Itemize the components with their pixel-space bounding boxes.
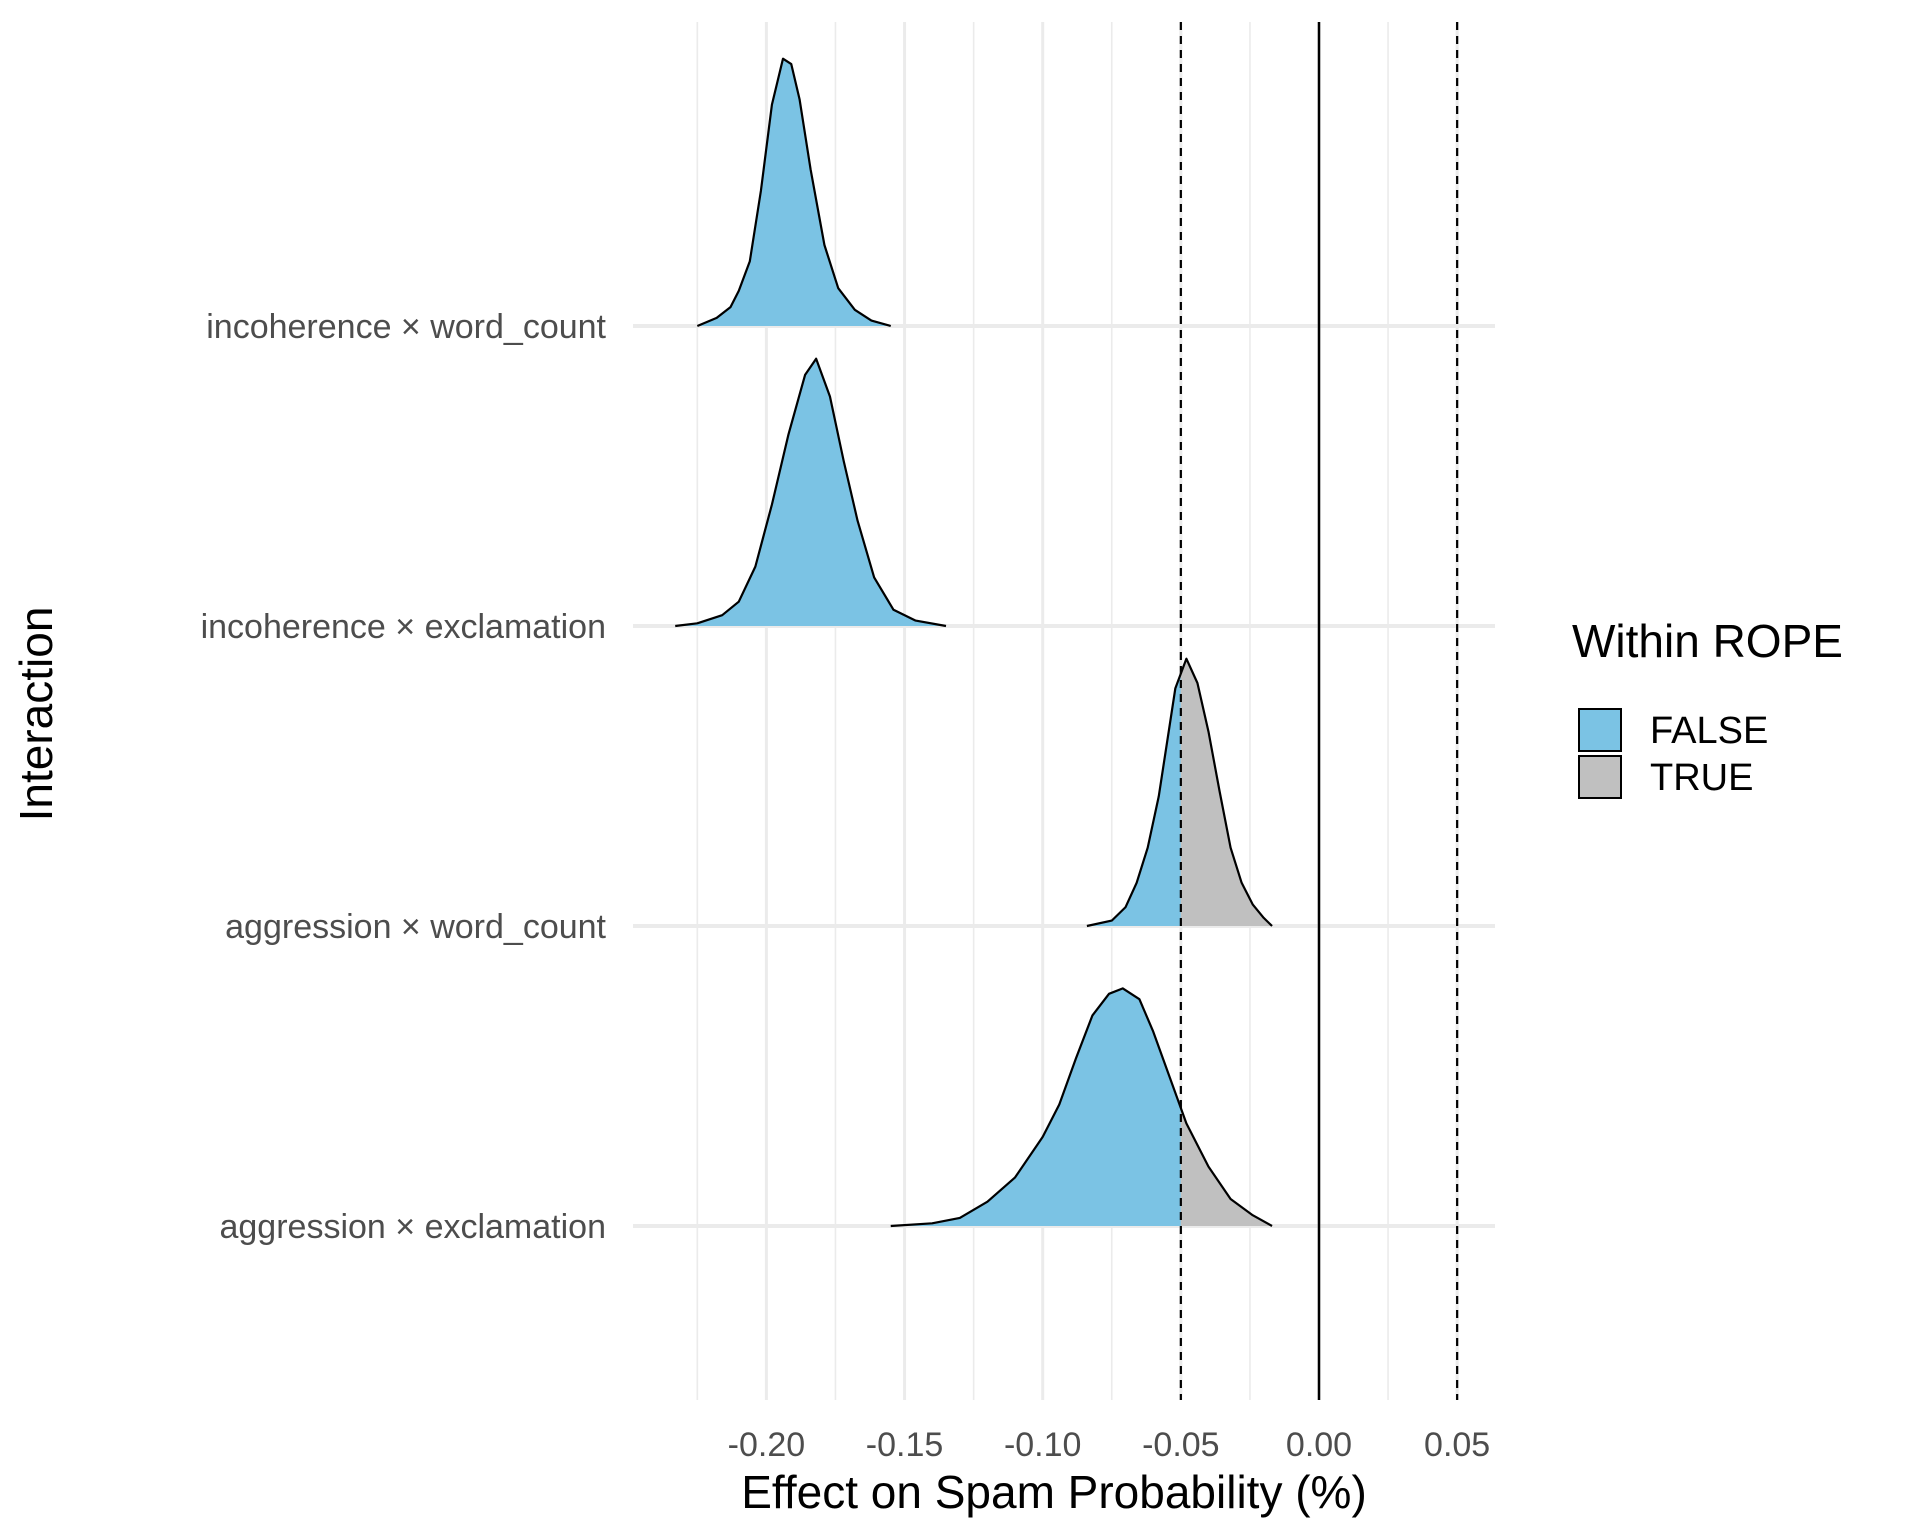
- legend: Within ROPE FALSE TRUE: [1572, 615, 1843, 799]
- density-outline: [1086, 657, 1273, 928]
- density-fill-outside-rope: [1086, 673, 1181, 926]
- legend-swatch-true: [1578, 755, 1622, 799]
- density-fill-within-rope: [1180, 658, 1273, 926]
- density-fill-outside-rope: [675, 358, 946, 626]
- legend-label-true: TRUE: [1650, 757, 1753, 799]
- y-tick-label: incoherence × exclamation: [201, 608, 606, 646]
- x-tick-label: -0.15: [866, 1426, 944, 1464]
- x-tick-labels: -0.20 -0.15 -0.10 -0.05 0.00 0.05: [728, 1426, 1491, 1464]
- x-axis-title: Effect on Spam Probability (%): [741, 1466, 1367, 1518]
- density-ridges: [675, 57, 1273, 1228]
- x-tick-label: 0.00: [1286, 1426, 1352, 1464]
- legend-title: Within ROPE: [1572, 615, 1843, 667]
- reference-lines: [1179, 22, 1459, 1400]
- density-outline: [696, 57, 892, 328]
- y-tick-label: incoherence × word_count: [206, 308, 606, 346]
- y-axis-title: Interaction: [10, 607, 62, 822]
- y-tick-labels: aggression × exclamation aggression × wor…: [201, 308, 607, 1246]
- legend-label-false: FALSE: [1650, 710, 1768, 752]
- density-fill-outside-rope: [890, 988, 1181, 1226]
- density-outline: [675, 357, 947, 628]
- y-tick-label: aggression × word_count: [225, 908, 606, 946]
- density-fill-outside-rope: [697, 58, 891, 326]
- density-fill-within-rope: [1180, 1108, 1273, 1226]
- y-tick-label: aggression × exclamation: [219, 1208, 606, 1246]
- x-tick-label: -0.10: [1004, 1426, 1082, 1464]
- x-tick-label: 0.05: [1424, 1426, 1490, 1464]
- x-tick-label: -0.20: [728, 1426, 806, 1464]
- legend-swatch-false: [1578, 708, 1622, 752]
- x-tick-label: -0.05: [1142, 1426, 1220, 1464]
- density-outline: [890, 987, 1273, 1228]
